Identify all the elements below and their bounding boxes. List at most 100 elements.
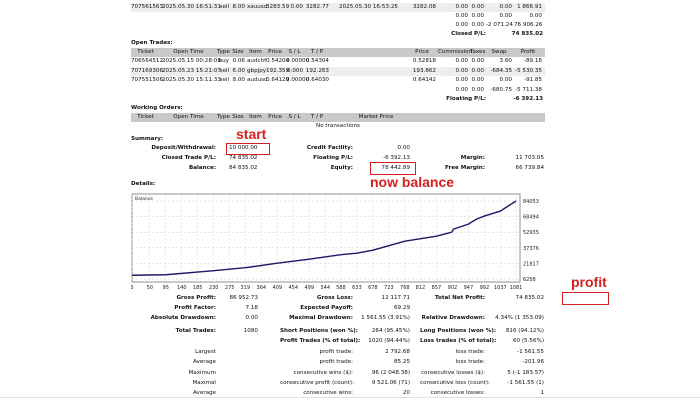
- x-tick-label: 499: [304, 285, 314, 291]
- stat-label: Relative Drawdown:: [421, 315, 485, 321]
- total-cell: 0.00: [455, 13, 468, 19]
- stat-label: Maximum: [188, 370, 216, 376]
- x-tick-label: 319: [241, 285, 251, 291]
- summary-value: 74 835.02: [229, 155, 258, 161]
- floating-pl-label: Floating P/L:: [446, 96, 486, 102]
- start-annotation: start: [236, 126, 267, 142]
- stat-label: consecutive wins:: [303, 390, 353, 396]
- total-cell: 76 906.26: [514, 22, 543, 28]
- stat-label: Maximal: [192, 380, 216, 386]
- stat-label: Total Net Profit:: [434, 295, 485, 301]
- trade-cell: xauusd: [247, 4, 268, 10]
- trade-cell: audchf: [247, 58, 267, 64]
- column-header: Market Price: [358, 114, 394, 120]
- stat-value: 1: [540, 390, 544, 396]
- stat-label: loss trade:: [455, 349, 485, 355]
- stat-value: 5 (-1 183.57): [507, 370, 544, 376]
- trade-cell: 0.00: [455, 4, 468, 10]
- stat-label: Long Positions (won %):: [420, 328, 497, 334]
- y-tick-label: 52935: [523, 230, 539, 236]
- stat-label: Largest: [195, 349, 216, 355]
- trade-cell: 6.00: [232, 67, 245, 74]
- trade-cell: 0.54204: [266, 58, 290, 64]
- trade-cell: 0.000: [286, 67, 303, 74]
- column-header: Price: [415, 49, 429, 55]
- trade-cell: buy: [218, 58, 229, 64]
- stat-value: 74 835.02: [515, 295, 544, 301]
- x-tick-label: 633: [352, 285, 362, 291]
- trade-cell: 193.862: [412, 67, 436, 74]
- x-tick-label: 0: [131, 285, 134, 291]
- trade-cell: 0.64142: [412, 77, 436, 83]
- stat-label: Gross Loss:: [316, 295, 353, 301]
- bottom-divider: [0, 397, 700, 398]
- x-tick-label: 1037: [494, 285, 507, 291]
- stat-value: 4.34% (1 353.09): [495, 315, 544, 321]
- trade-cell: 0.54304: [305, 58, 329, 64]
- trade-cell: 0.00: [499, 77, 512, 83]
- trade-cell: 3283.59: [266, 4, 290, 10]
- details-title: Details:: [131, 181, 156, 187]
- stat-label: consecutive losses:: [430, 390, 485, 396]
- trade-cell: 0.64030: [305, 77, 329, 83]
- profit-highlight-box: [562, 292, 609, 305]
- x-tick-label: 768: [400, 285, 410, 291]
- stat-label: Average: [193, 359, 216, 365]
- total-cell: 0.00: [455, 87, 468, 93]
- summary-label: Deposit/Withdrawal:: [151, 145, 216, 151]
- x-tick-label: 50: [147, 285, 153, 291]
- trade-cell: 0.00: [499, 4, 512, 10]
- trade-cell: 0.00: [471, 67, 484, 74]
- x-tick-label: 723: [384, 285, 394, 291]
- profit-annotation: profit: [571, 274, 607, 290]
- trade-cell: 2025.05.30 16:51:31: [162, 4, 221, 10]
- stat-value: -201.96: [522, 359, 544, 365]
- summary-title: Summary:: [131, 136, 164, 142]
- trade-cell: 0.00: [290, 4, 303, 10]
- stat-label: Gross Profit:: [176, 295, 216, 301]
- summary-value: 10 000.00: [229, 145, 258, 151]
- column-header: Ticket: [137, 114, 154, 120]
- column-header: Type: [217, 114, 230, 120]
- plot-area: [131, 193, 521, 283]
- trade-cell: 0.00: [455, 77, 468, 83]
- summary-label: Credit Facility:: [306, 145, 353, 151]
- trade-cell: 0.06: [232, 58, 245, 64]
- total-cell: 0.00: [455, 22, 468, 28]
- summary-label: Balance:: [188, 165, 216, 171]
- x-tick-label: 140: [177, 285, 187, 291]
- table-row: [131, 3, 545, 12]
- summary-value: 0.00: [397, 145, 410, 151]
- column-header: Size: [232, 49, 244, 55]
- stat-value: 9 521.06 (71): [371, 380, 410, 386]
- trade-cell: 1 866.91: [517, 4, 542, 10]
- stat-value: 7.18: [245, 305, 258, 311]
- closed-pl-value: 74 835.02: [511, 31, 543, 37]
- summary-label: Margin:: [460, 155, 485, 161]
- now-balance-annotation: now balance: [370, 174, 455, 190]
- stat-label: Expected Payoff:: [300, 305, 353, 311]
- column-header: Ticket: [137, 49, 154, 55]
- stat-value: 0.00: [245, 315, 258, 321]
- balance-line: [131, 200, 517, 276]
- stat-value: 69.29: [393, 305, 410, 311]
- total-cell: 0.00: [471, 13, 484, 19]
- trade-cell: -684.35: [490, 67, 512, 74]
- trade-cell: 2025.05.30 15:11:33: [162, 77, 221, 83]
- x-tick-label: 992: [480, 285, 490, 291]
- stat-label: Loss trades (% of total):: [420, 338, 497, 344]
- x-tick-label: 275: [225, 285, 235, 291]
- x-tick-label: 185: [193, 285, 203, 291]
- x-tick-label: 409: [273, 285, 283, 291]
- column-header: Item: [249, 49, 262, 55]
- total-cell: -5 711.38: [515, 87, 542, 93]
- stat-value: 60 (5.56%): [512, 338, 544, 344]
- column-header: Type: [217, 49, 230, 55]
- stat-label: Profit Factor:: [174, 305, 216, 311]
- trade-cell: gbpjpy: [247, 67, 267, 74]
- x-tick-label: 454: [288, 285, 298, 291]
- trade-cell: 2025.05.15 00:28:08: [162, 58, 221, 64]
- column-header: T / P: [310, 114, 324, 120]
- trade-cell: 0.00: [455, 67, 468, 74]
- x-tick-label: 947: [464, 285, 474, 291]
